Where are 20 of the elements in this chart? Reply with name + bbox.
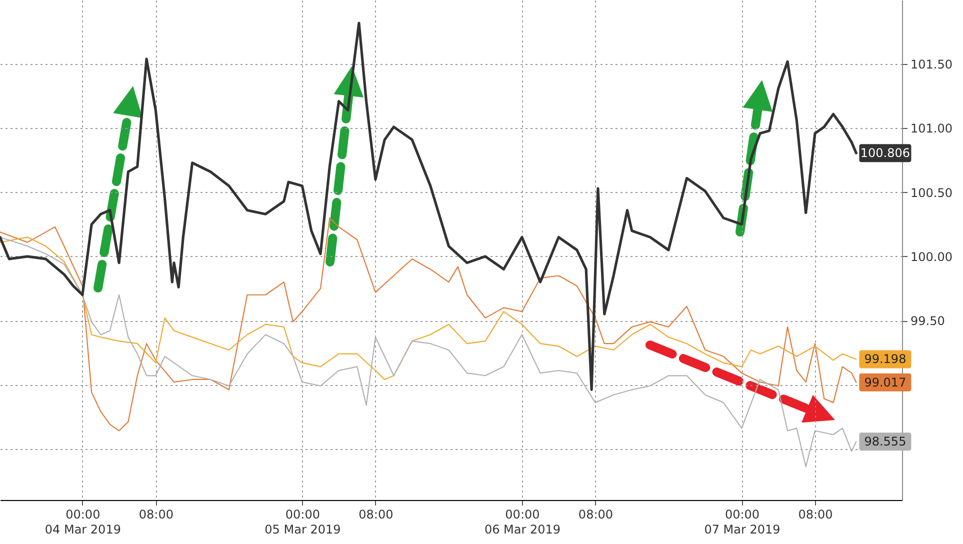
annotation: 99.198 xyxy=(864,352,906,366)
x-tick-label: 00:00 06 Mar 2019 xyxy=(484,508,561,536)
x-tick-label: 00:00 05 Mar 2019 xyxy=(264,508,341,536)
line-series xyxy=(0,236,857,380)
y-tick-label: 100.50 xyxy=(910,186,952,200)
y-tick-label: 101.00 xyxy=(910,122,952,136)
x-tick-label: 08:00 xyxy=(798,508,833,522)
x-tick-label: 00:00 07 Mar 2019 xyxy=(704,508,780,536)
annotation: 99.017 xyxy=(864,375,906,390)
x-tick-label: 08:00 xyxy=(578,508,614,522)
line-series xyxy=(0,217,857,432)
line-series xyxy=(0,236,857,468)
x-tick-label: 00:00 04 Mar 2019 xyxy=(44,508,121,536)
annotation: 100.806 xyxy=(860,146,910,160)
y-tick-label: 100.00 xyxy=(910,250,952,264)
y-tick-label: 99.50 xyxy=(910,314,945,328)
x-tick-label: 08:00 xyxy=(138,508,174,522)
x-tick-label: 08:00 xyxy=(358,508,394,522)
annotation: 98.555 xyxy=(864,434,906,449)
y-tick-label: 101.50 xyxy=(910,58,952,72)
